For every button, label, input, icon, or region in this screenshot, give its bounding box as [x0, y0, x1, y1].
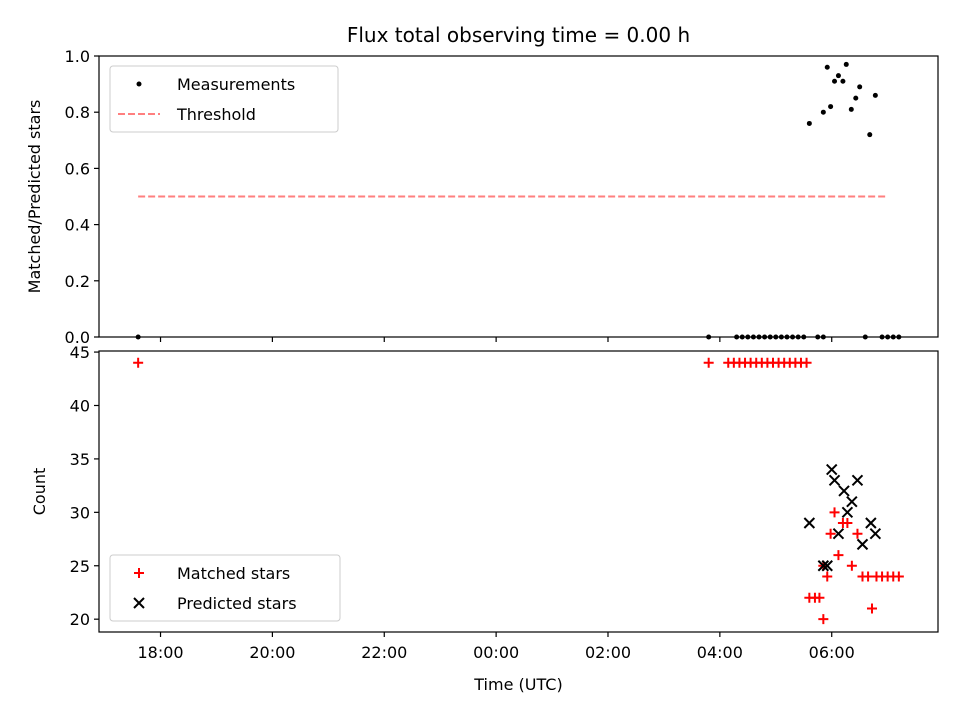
- x-tick-label: 02:00: [585, 643, 631, 662]
- data-point: [828, 474, 841, 486]
- data-point: [828, 104, 834, 110]
- data-point: [832, 78, 838, 84]
- y-tick-label: 40: [70, 396, 90, 415]
- data-point: [824, 64, 830, 70]
- data-point: [872, 92, 878, 98]
- axes-frame: [98, 55, 939, 338]
- data-point: [832, 527, 845, 540]
- legend: Matched stars Predicted stars: [109, 554, 341, 622]
- y-tick-label: 0.0: [65, 328, 90, 347]
- x-tick-label: 20:00: [249, 643, 295, 662]
- y-tick-label: 25: [70, 557, 90, 576]
- data-point: [851, 474, 864, 486]
- data-point: [863, 571, 874, 582]
- y-tick-label: 0.2: [65, 272, 90, 291]
- legend-label: Measurements: [177, 75, 295, 94]
- data-point: [801, 357, 812, 368]
- legend-label: Predicted stars: [177, 594, 297, 613]
- data-point: [857, 84, 863, 90]
- data-point: [833, 550, 844, 561]
- legend-swatch: [134, 568, 144, 578]
- data-point: [869, 527, 882, 540]
- data-point: [852, 528, 863, 539]
- y-tick-label: 30: [70, 503, 90, 522]
- legend-box: [109, 554, 341, 622]
- data-point: [133, 357, 144, 368]
- y-tick-label: 0.6: [65, 159, 90, 178]
- data-point: [825, 528, 836, 539]
- data-point: [821, 560, 833, 572]
- data-point: [840, 78, 846, 84]
- data-point: [843, 61, 849, 67]
- y-tick-label: 20: [70, 610, 90, 629]
- legend: Measurements Threshold: [109, 65, 339, 133]
- data-point: [822, 571, 833, 582]
- data-point: [893, 571, 904, 582]
- data-point: [853, 95, 859, 101]
- data-point: [803, 517, 816, 529]
- data-point: [848, 106, 854, 112]
- y-tick-label: 0.4: [65, 216, 90, 235]
- data-point: [817, 560, 830, 572]
- data-point: [806, 120, 812, 126]
- y-tick-label: 1.0: [65, 47, 90, 66]
- data-point: [835, 73, 841, 79]
- data-point: [867, 132, 873, 138]
- data-point: [846, 495, 858, 508]
- top-subplot: 0.0 0.2 0.4 0.6 0.8 1.0 Matched/Predicted star…: [25, 23, 939, 347]
- data-point: [814, 592, 825, 603]
- y-tick-label: 0.8: [65, 103, 90, 122]
- legend-swatch: [136, 81, 142, 87]
- data-point: [820, 109, 826, 115]
- data-point: [838, 485, 850, 497]
- chart-title: Flux total observing time = 0.00 h: [347, 23, 690, 47]
- bottom-subplot: 20 25 30 35 40 45 18:00 20:00 22:00 00:00 02:00 04:…: [30, 343, 939, 694]
- x-tick-label: 04:00: [697, 643, 743, 662]
- data-point: [703, 357, 714, 368]
- series-predicted-stars: [803, 463, 882, 572]
- y-tick-label: 35: [70, 450, 90, 469]
- legend-box: [109, 65, 339, 133]
- y-tick-label: 45: [70, 343, 90, 362]
- data-point: [846, 560, 857, 571]
- x-axis-label: Time (UTC): [473, 675, 562, 694]
- x-tick-label: 22:00: [361, 643, 407, 662]
- axes-frame: [98, 350, 939, 633]
- data-point: [865, 517, 877, 529]
- data-point: [841, 506, 854, 519]
- data-point: [866, 603, 877, 614]
- legend-swatch: [133, 597, 145, 609]
- data-point: [818, 614, 829, 625]
- x-tick-label: 06:00: [809, 643, 855, 662]
- x-tick-label: 00:00: [473, 643, 519, 662]
- x-tick-label: 18:00: [137, 643, 183, 662]
- legend-label: Matched stars: [177, 564, 290, 583]
- data-point: [826, 463, 838, 476]
- legend-label: Threshold: [176, 105, 256, 124]
- y-axis-label: Matched/Predicted stars: [25, 100, 44, 294]
- data-point: [829, 507, 840, 518]
- data-point: [856, 538, 869, 551]
- y-axis-label: Count: [30, 468, 49, 516]
- data-point: [842, 518, 853, 529]
